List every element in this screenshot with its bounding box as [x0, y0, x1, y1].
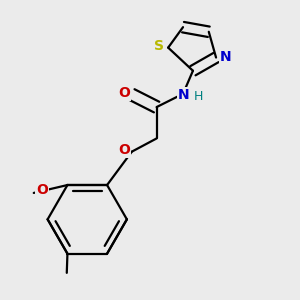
Text: S: S — [154, 39, 164, 53]
Text: O: O — [36, 183, 48, 197]
Text: N: N — [220, 50, 231, 64]
Text: N: N — [178, 88, 190, 102]
Text: O: O — [118, 143, 130, 157]
Text: O: O — [118, 86, 130, 100]
Text: H: H — [194, 90, 203, 103]
